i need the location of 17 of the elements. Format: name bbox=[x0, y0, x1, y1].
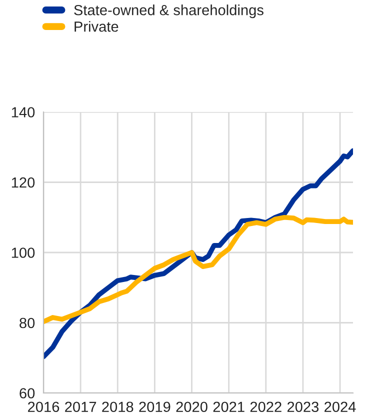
y-tick-label: 140 bbox=[12, 107, 35, 118]
line-series bbox=[44, 214, 353, 324]
x-tick-label: 2018 bbox=[102, 402, 134, 412]
y-tick-label: 60 bbox=[20, 388, 35, 398]
x-tick-label: 2024 bbox=[324, 402, 356, 412]
x-tick-label: 2016 bbox=[28, 402, 60, 412]
x-tick-label: 2022 bbox=[250, 402, 282, 412]
x-tick-label: 2023 bbox=[287, 402, 319, 412]
y-tick-label: 100 bbox=[12, 248, 35, 258]
x-tick-label: 2019 bbox=[139, 402, 170, 412]
legend-label: State-owned & shareholdings bbox=[74, 4, 264, 18]
x-tick-label: 2017 bbox=[65, 402, 96, 412]
legend-label: Private bbox=[74, 21, 118, 32]
x-tick-label: 2020 bbox=[176, 402, 208, 412]
x-tick-label: 2021 bbox=[213, 402, 244, 412]
y-tick-label: 80 bbox=[20, 318, 35, 328]
y-tick-label: 120 bbox=[12, 177, 35, 188]
